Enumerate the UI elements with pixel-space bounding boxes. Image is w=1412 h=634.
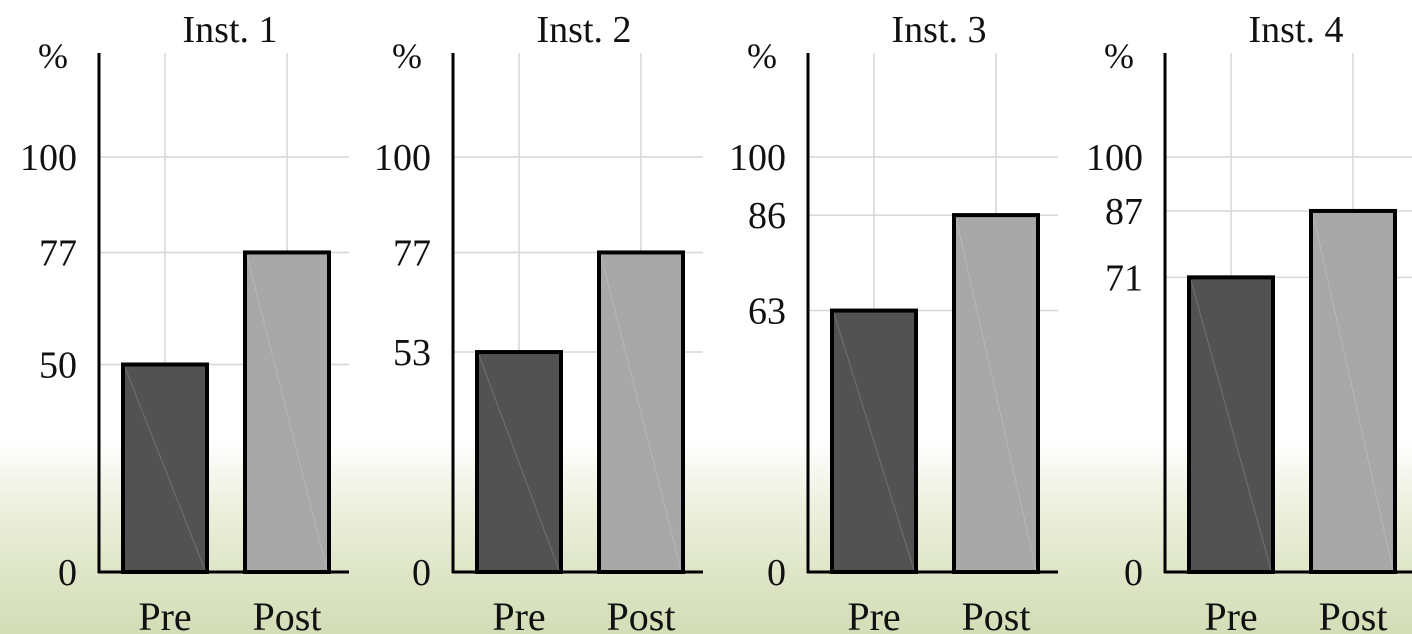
chart-panel-4: Inst. 4% 0 71 87 100 Pre Post [1086, 9, 1412, 634]
y-axis-unit: % [1104, 36, 1134, 76]
bar-post [597, 250, 685, 574]
x-category-label: Post [253, 594, 322, 634]
y-tick-label: 86 [748, 195, 786, 237]
chart-panel-1: Inst. 1% 0 50 77 100 Pre Post [20, 9, 349, 634]
bar-sheen [955, 217, 1037, 571]
y-tick-label: 77 [393, 232, 431, 274]
bar-post [1309, 208, 1397, 574]
bar-sheen [124, 367, 206, 571]
y-tick-label: 71 [1105, 257, 1143, 299]
chart-title: Inst. 1 [183, 9, 278, 51]
y-tick-label: 100 [20, 137, 77, 179]
bar-pre [121, 362, 209, 574]
x-category-label: Pre [492, 594, 545, 634]
y-tick-label: 100 [729, 137, 786, 179]
bar-sheen [1312, 213, 1394, 571]
bar-pre [475, 350, 563, 574]
chart-panel-2: Inst. 2% 0 53 77 100 Pre Post [374, 9, 703, 634]
x-category-label: Pre [847, 594, 900, 634]
chart-title: Inst. 3 [892, 9, 987, 51]
y-tick-label: 0 [767, 552, 786, 594]
bar-sheen [833, 313, 915, 571]
y-tick-label: 0 [58, 552, 77, 594]
y-axis-unit: % [747, 36, 777, 76]
chart-panel-3: Inst. 3% 0 63 86 100 Pre Post [729, 9, 1058, 634]
x-category-label: Post [962, 594, 1031, 634]
x-category-label: Pre [138, 594, 191, 634]
chart-title: Inst. 4 [1249, 9, 1344, 51]
bar-sheen [600, 255, 682, 571]
y-tick-label: 100 [374, 137, 431, 179]
x-category-label: Post [607, 594, 676, 634]
y-tick-label: 77 [39, 232, 77, 274]
bar-sheen [246, 255, 328, 571]
bar-post [952, 213, 1040, 574]
bar-sheen [1190, 280, 1272, 571]
y-tick-label: 100 [1086, 137, 1143, 179]
y-tick-label: 53 [393, 332, 431, 374]
y-tick-label: 0 [1124, 552, 1143, 594]
y-tick-label: 0 [412, 552, 431, 594]
x-category-label: Post [1319, 594, 1388, 634]
y-tick-label: 87 [1105, 191, 1143, 233]
bar-post [243, 250, 331, 574]
x-category-label: Pre [1204, 594, 1257, 634]
y-axis-unit: % [38, 36, 68, 76]
bar-pre [1187, 275, 1275, 574]
y-axis-unit: % [392, 36, 422, 76]
bar-sheen [478, 354, 560, 571]
chart-title: Inst. 2 [537, 9, 632, 51]
y-tick-label: 63 [748, 291, 786, 333]
y-tick-label: 50 [39, 345, 77, 387]
